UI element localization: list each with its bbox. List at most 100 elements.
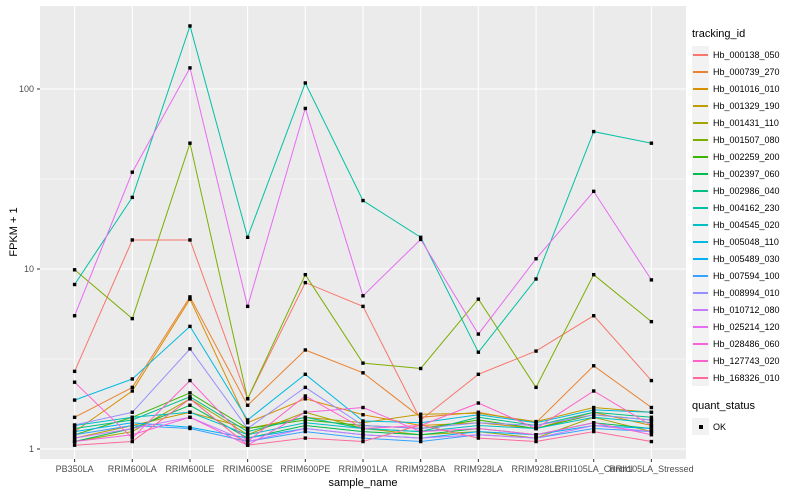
legend-key-swatch	[692, 369, 709, 386]
data-point	[188, 391, 192, 395]
data-point	[72, 314, 77, 318]
data-point	[476, 433, 481, 437]
legend-item-label: Hb_025214_120	[713, 321, 780, 332]
x-tick-label: RRII105LA_Control	[555, 464, 633, 474]
legend-item-label: Hb_002259_200	[713, 151, 780, 162]
legend-key-swatch	[692, 97, 709, 114]
data-point	[245, 443, 250, 447]
legend-item-label: Hb_002986_040	[713, 185, 780, 196]
data-point	[303, 385, 308, 390]
data-point	[361, 423, 365, 428]
data-point	[649, 420, 654, 425]
data-point	[188, 141, 192, 145]
data-point	[130, 433, 134, 437]
axis-ticks	[37, 88, 652, 462]
data-point	[188, 395, 192, 399]
legend-key-swatch	[692, 216, 709, 233]
data-point	[303, 394, 308, 398]
tick-labels: 1 10 100 PB350LA RRIM600LA RRIM600LE RRIM600SE…	[19, 84, 694, 474]
legend-item-label: Hb_005048_110	[713, 236, 779, 247]
series-color-line-icon	[693, 308, 708, 311]
data-point	[303, 348, 308, 352]
data-point	[72, 443, 77, 447]
y-axis-title: FPKM + 1	[8, 207, 20, 257]
legend-key-swatch	[692, 318, 709, 335]
data-point	[476, 350, 481, 354]
data-point	[72, 268, 77, 272]
data-point	[130, 439, 134, 444]
data-point	[72, 423, 77, 427]
legend-item-Hb_002397_060: Hb_002397_060	[692, 165, 798, 182]
legend-item-label: Hb_002397_060	[713, 168, 780, 179]
series-color-line-icon	[693, 342, 708, 345]
legend-item-label: Hb_001016_010	[713, 83, 780, 94]
data-point	[534, 439, 538, 444]
data-point	[72, 369, 77, 374]
data-point	[592, 410, 596, 414]
x-tick-label: RRIM600PE	[280, 464, 330, 474]
data-point	[361, 433, 365, 437]
legend-items: Hb_000138_050 Hb_000739_270 Hb_001016_010 H…	[692, 46, 798, 386]
data-point	[303, 415, 308, 420]
data-point	[188, 410, 192, 414]
data-point	[418, 412, 423, 416]
data-point	[303, 420, 308, 425]
data-point	[476, 420, 481, 425]
data-point	[649, 410, 654, 414]
data-point	[592, 189, 596, 194]
legend-item-Hb_002259_200: Hb_002259_200	[692, 148, 798, 165]
data-point	[418, 235, 423, 240]
data-point	[534, 349, 538, 353]
data-point	[130, 389, 134, 393]
data-point	[130, 195, 134, 200]
data-point	[245, 397, 250, 401]
series-color-line-icon	[693, 274, 708, 277]
data-point	[418, 420, 423, 425]
legend-item-label: Hb_001507_080	[713, 134, 780, 145]
data-point	[592, 415, 596, 420]
data-point	[592, 405, 596, 410]
series-color-line-icon	[693, 138, 708, 141]
data-point	[303, 372, 308, 377]
x-axis-title: sample_name	[328, 477, 398, 489]
legend-item-Hb_001431_110: Hb_001431_110	[692, 114, 798, 131]
x-tick-label: PB350LA	[56, 464, 94, 474]
series-color-line-icon	[693, 70, 708, 73]
legend-item-label: Hb_010712_080	[713, 304, 780, 315]
legend-item-Hb_028486_060: Hb_028486_060	[692, 335, 798, 352]
data-point	[476, 423, 481, 428]
legend-item-Hb_004545_020: Hb_004545_020	[692, 216, 798, 233]
data-point	[534, 433, 538, 437]
x-tick-label: RRIM600SE	[223, 464, 273, 474]
data-point	[245, 418, 250, 422]
data-point	[649, 418, 654, 422]
data-point	[130, 436, 134, 440]
data-point	[72, 433, 77, 437]
data-point	[188, 403, 192, 407]
x-tick-label: RRII105LA_Stressed	[609, 464, 694, 474]
x-tick-label: RRIM600LE	[165, 464, 214, 474]
data-point	[361, 426, 365, 431]
series-color-line-icon	[693, 104, 708, 107]
data-points	[72, 24, 654, 447]
data-point	[130, 426, 134, 431]
data-point	[72, 282, 77, 287]
legend-title-quant-status: quant_status	[692, 400, 755, 412]
legend-item-label: Hb_005489_030	[713, 253, 780, 264]
data-point	[130, 420, 134, 425]
data-point	[72, 436, 77, 440]
data-point	[188, 24, 192, 28]
data-point	[303, 423, 308, 428]
data-point	[649, 278, 654, 282]
data-point	[361, 294, 365, 298]
data-point	[303, 410, 308, 414]
series-color-line-icon	[693, 87, 708, 90]
data-point	[592, 364, 596, 368]
legend-item-label: Hb_127743_020	[713, 355, 780, 366]
data-point	[245, 420, 250, 425]
data-point	[130, 377, 134, 381]
data-point	[72, 429, 77, 434]
legend-item-label: Hb_007594_100	[713, 270, 780, 281]
data-point	[476, 372, 481, 377]
